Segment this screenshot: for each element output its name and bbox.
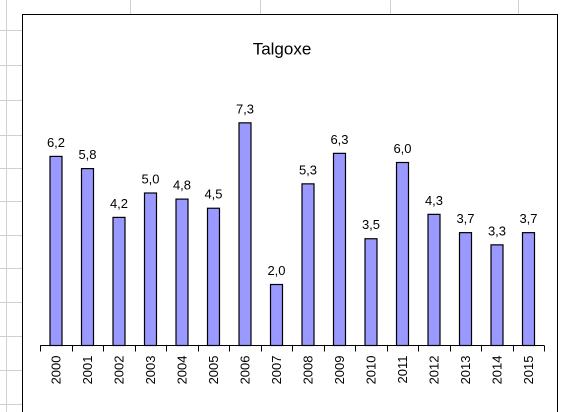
x-tick-label: 2005 — [206, 356, 221, 385]
bar — [175, 198, 189, 347]
x-tick-label: 2010 — [363, 356, 378, 385]
data-label: 3,7 — [519, 211, 537, 226]
data-label: 4,2 — [110, 196, 128, 211]
x-tick-label: 2003 — [143, 356, 158, 385]
bar — [143, 192, 158, 347]
data-label: 3,3 — [488, 223, 506, 238]
data-label: 4,8 — [173, 178, 191, 193]
x-tick-label: 2007 — [269, 356, 284, 385]
bar — [490, 244, 504, 347]
bar — [427, 213, 441, 347]
bar — [49, 155, 63, 347]
data-label: 2,0 — [267, 263, 285, 278]
bar — [521, 232, 536, 347]
data-label: 6,3 — [330, 132, 348, 147]
data-label: 4,5 — [204, 187, 222, 202]
chart-area — [22, 14, 558, 412]
bar — [112, 216, 126, 347]
x-tick-label: 2001 — [80, 356, 95, 385]
x-tick-label: 2011 — [395, 356, 410, 384]
data-label: 6,2 — [47, 135, 65, 150]
bar — [206, 207, 221, 347]
data-label: 3,5 — [362, 217, 380, 232]
bar — [301, 183, 315, 347]
x-tick-label: 2014 — [489, 356, 504, 385]
bar — [238, 122, 252, 347]
x-tick-label: 2006 — [237, 356, 252, 385]
data-label: 5,0 — [141, 171, 159, 186]
bar — [458, 232, 473, 347]
x-tick-label: 2002 — [111, 356, 126, 385]
data-label: 6,0 — [393, 141, 411, 156]
x-tick-label: 2000 — [48, 356, 63, 385]
x-tick-label: 2012 — [426, 356, 441, 385]
x-tick-label: 2013 — [458, 356, 473, 385]
chart-title: Talgoxe — [253, 39, 312, 58]
bar — [80, 168, 95, 347]
x-tick-label: 2009 — [332, 356, 347, 385]
x-tick-label: 2004 — [174, 356, 189, 385]
x-tick-label: 2008 — [300, 356, 315, 385]
data-label: 4,3 — [425, 193, 443, 208]
bar — [364, 238, 378, 347]
sheet-grid — [0, 0, 519, 412]
data-label: 3,7 — [456, 211, 474, 226]
bar — [332, 152, 347, 347]
data-label: 5,8 — [78, 147, 96, 162]
data-label: 5,3 — [299, 162, 317, 177]
bar — [269, 283, 284, 347]
x-tick-label: 2015 — [521, 356, 536, 385]
bar — [395, 161, 410, 347]
data-label: 7,3 — [236, 101, 254, 116]
